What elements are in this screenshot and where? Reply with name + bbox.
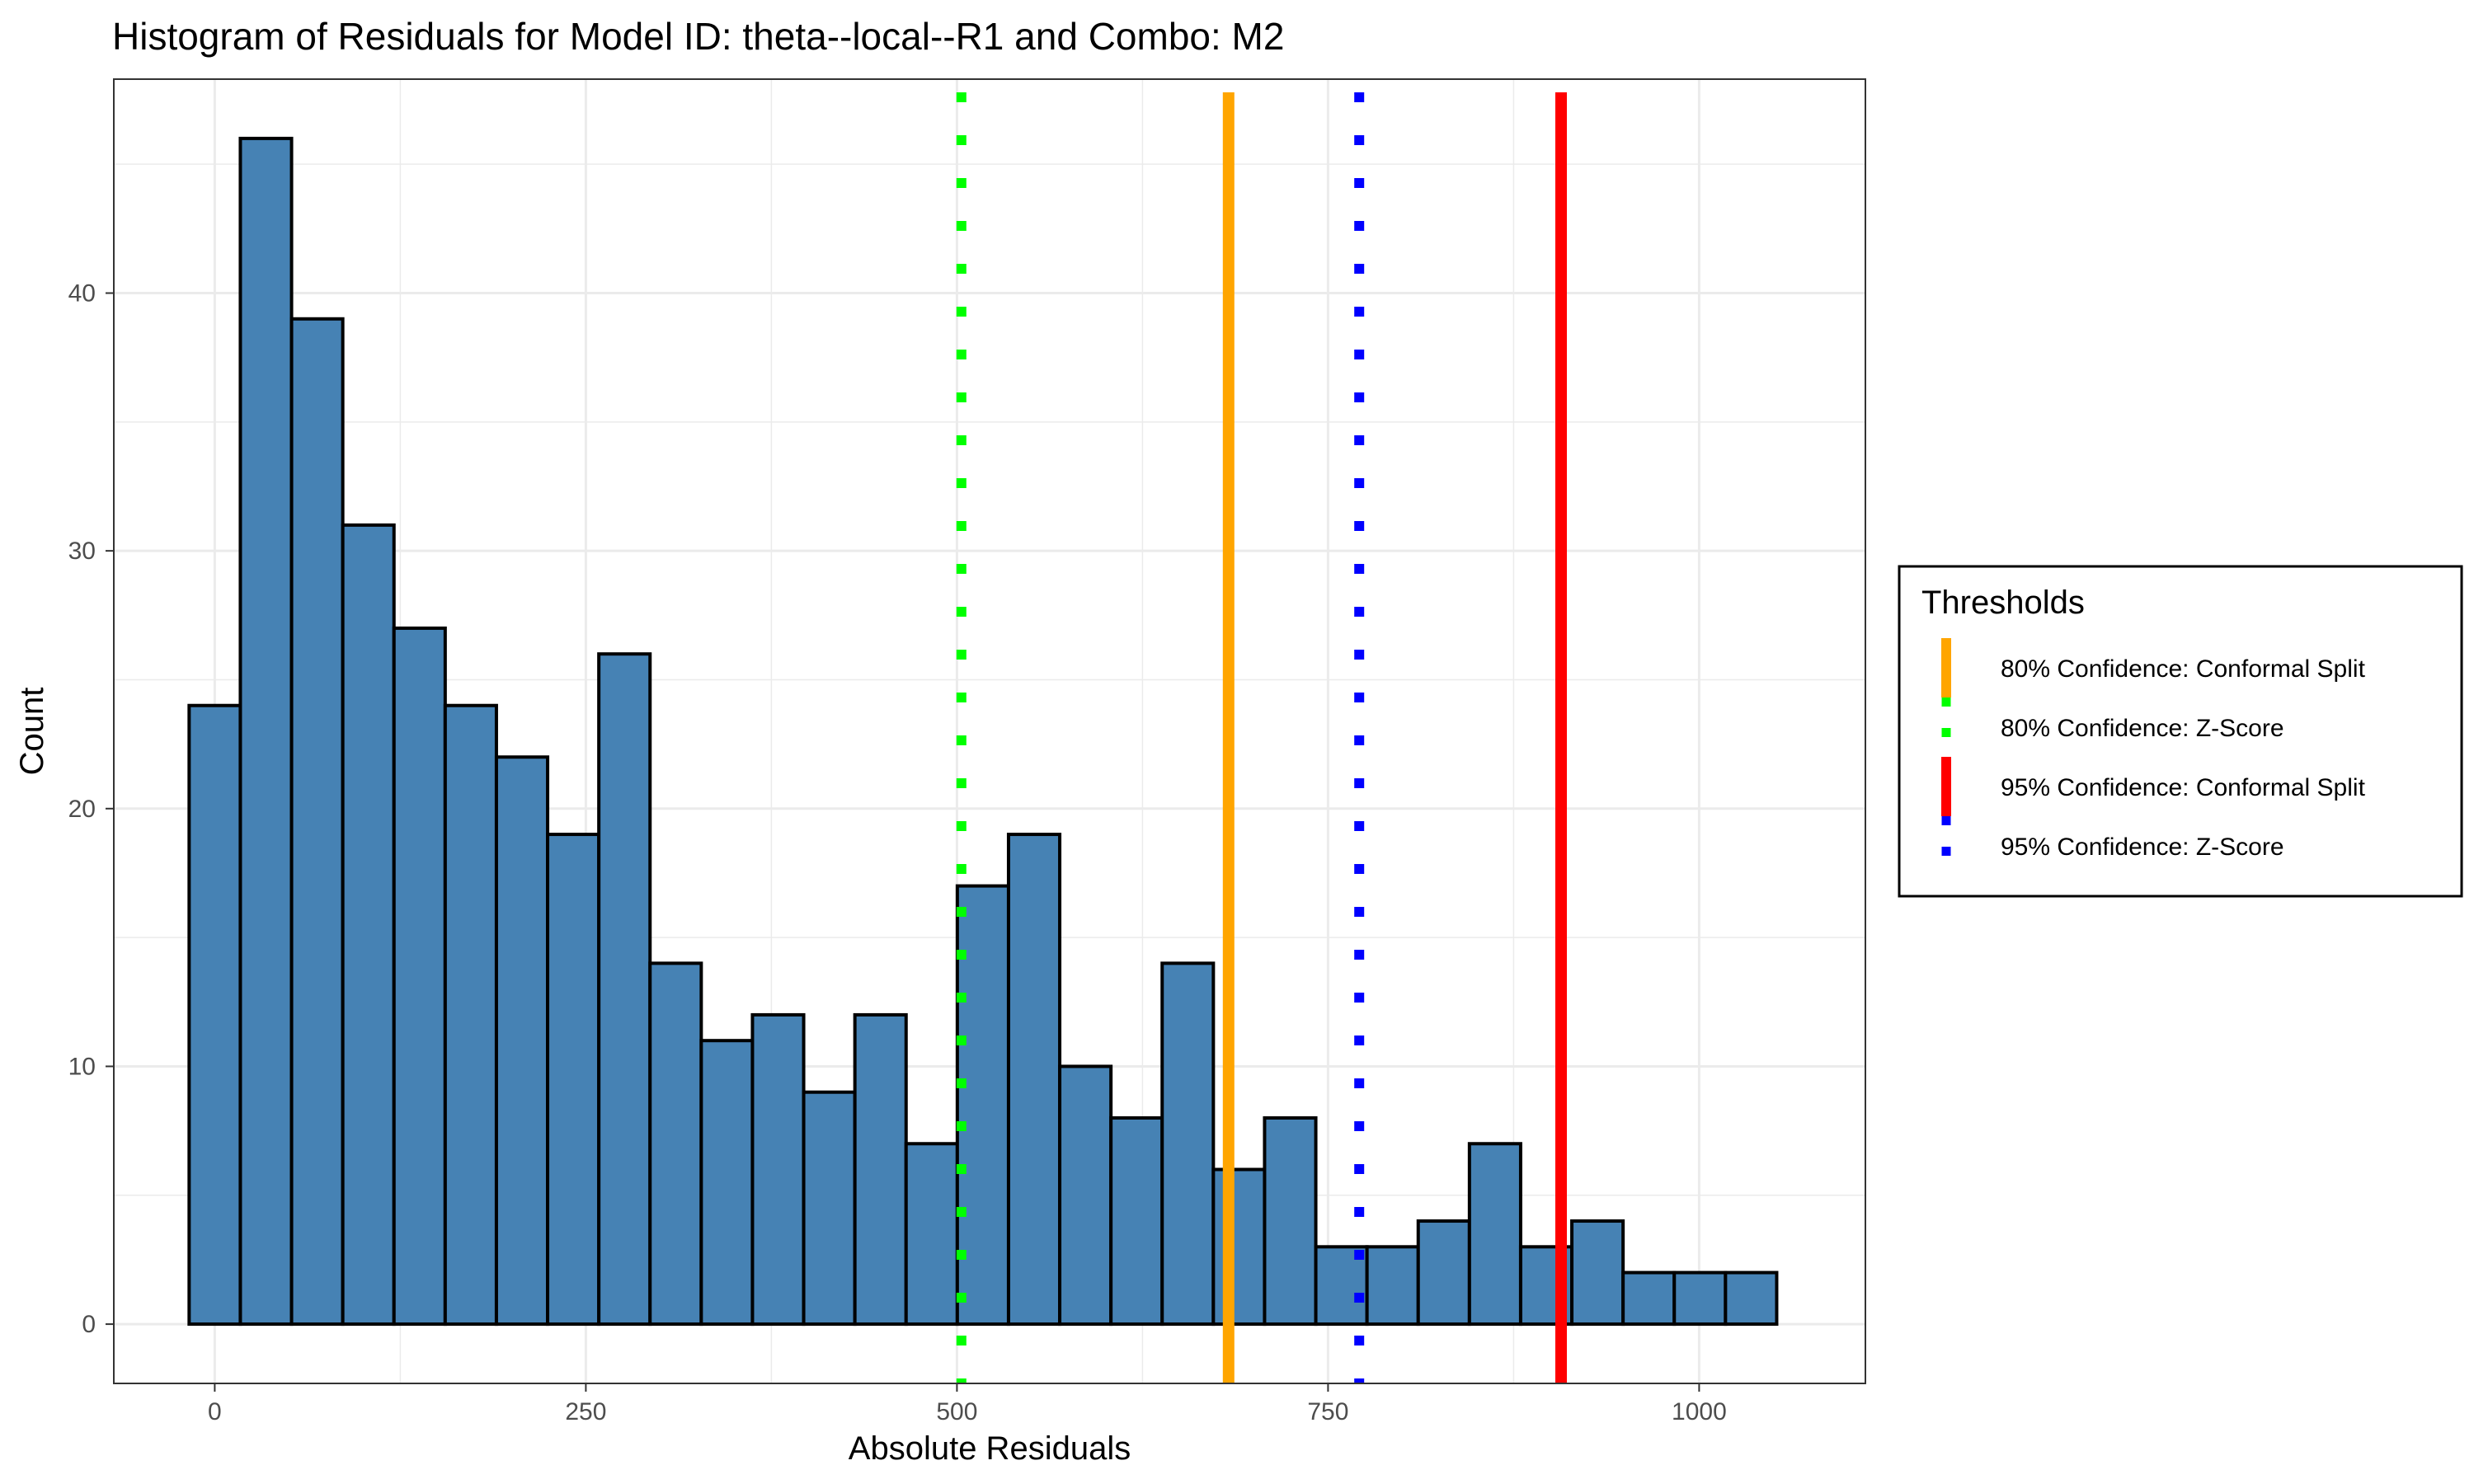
chart-title: Histogram of Residuals for Model ID: the… bbox=[112, 15, 1284, 58]
legend-box bbox=[1898, 565, 2463, 898]
y-tick-label: 30 bbox=[68, 538, 96, 565]
histogram-bar bbox=[1160, 961, 1216, 1327]
histogram-bar bbox=[1365, 1245, 1420, 1327]
legend-label: 80% Confidence: Conformal Split bbox=[2001, 655, 2366, 683]
histogram-bar bbox=[1006, 833, 1062, 1327]
legend-item: 95% Confidence: Conformal Split bbox=[1941, 757, 2366, 816]
histogram-bar bbox=[1672, 1270, 1728, 1327]
histogram-bar bbox=[750, 1012, 806, 1327]
legend-item: 80% Confidence: Z-Score bbox=[1941, 697, 2284, 757]
legend: Thresholds 80% Confidence: Conformal Spl… bbox=[1898, 565, 2463, 898]
x-tick-label: 750 bbox=[1307, 1398, 1348, 1425]
histogram-bar bbox=[1263, 1115, 1318, 1327]
histogram-bar bbox=[1109, 1115, 1164, 1327]
histogram-bar bbox=[699, 1039, 755, 1327]
x-tick-label: 500 bbox=[936, 1398, 977, 1425]
histogram-bar bbox=[494, 755, 550, 1327]
histogram-bar bbox=[392, 626, 447, 1327]
x-tick-label: 250 bbox=[565, 1398, 606, 1425]
histogram-bar bbox=[904, 1142, 959, 1327]
legend-items: 80% Confidence: Conformal Split 80% Confi… bbox=[1941, 638, 2366, 876]
histogram-bar bbox=[1467, 1142, 1522, 1327]
legend-title: Thresholds bbox=[1921, 585, 2085, 621]
legend-label: 95% Confidence: Z-Score bbox=[2001, 834, 2284, 861]
histogram-bar bbox=[648, 961, 703, 1327]
y-tick-label: 40 bbox=[68, 279, 96, 307]
histogram-bar bbox=[289, 317, 345, 1327]
histogram-bar bbox=[187, 703, 242, 1327]
x-axis-title: Absolute Residuals bbox=[849, 1430, 1131, 1467]
histogram-bar bbox=[597, 652, 652, 1327]
histogram-bar bbox=[1621, 1270, 1677, 1327]
x-axis-ticks: 0 250 500 750 1000 bbox=[208, 1383, 1727, 1425]
histogram-bar bbox=[853, 1012, 908, 1327]
histogram-bars bbox=[187, 136, 1779, 1327]
histogram-bar bbox=[1570, 1219, 1625, 1327]
histogram-bar bbox=[802, 1090, 857, 1327]
y-tick-label: 0 bbox=[82, 1311, 96, 1338]
x-tick-label: 0 bbox=[208, 1398, 222, 1425]
histogram-bar bbox=[1724, 1270, 1779, 1327]
plot-panel-border bbox=[113, 78, 1866, 1384]
histogram-bar bbox=[341, 523, 396, 1327]
histogram-bar bbox=[1416, 1219, 1471, 1327]
legend-label: 95% Confidence: Conformal Split bbox=[2001, 774, 2366, 801]
legend-item: 80% Confidence: Conformal Split bbox=[1941, 638, 2366, 697]
legend-label: 80% Confidence: Z-Score bbox=[2001, 715, 2284, 742]
threshold-lines bbox=[956, 92, 1567, 1383]
histogram-bar bbox=[955, 884, 1010, 1327]
histogram-bar bbox=[1058, 1064, 1113, 1327]
histogram-bar bbox=[1211, 1167, 1267, 1327]
legend-item: 95% Confidence: Z-Score bbox=[1941, 816, 2284, 876]
y-axis-title: Count bbox=[14, 688, 50, 776]
y-axis-ticks: 0 10 20 30 40 bbox=[68, 279, 114, 1338]
y-tick-label: 20 bbox=[68, 796, 96, 823]
histogram-bar bbox=[546, 833, 601, 1327]
histogram-bar bbox=[238, 136, 294, 1327]
y-tick-label: 10 bbox=[68, 1053, 96, 1080]
x-tick-label: 1000 bbox=[1672, 1398, 1727, 1425]
histogram-bar bbox=[443, 703, 498, 1327]
